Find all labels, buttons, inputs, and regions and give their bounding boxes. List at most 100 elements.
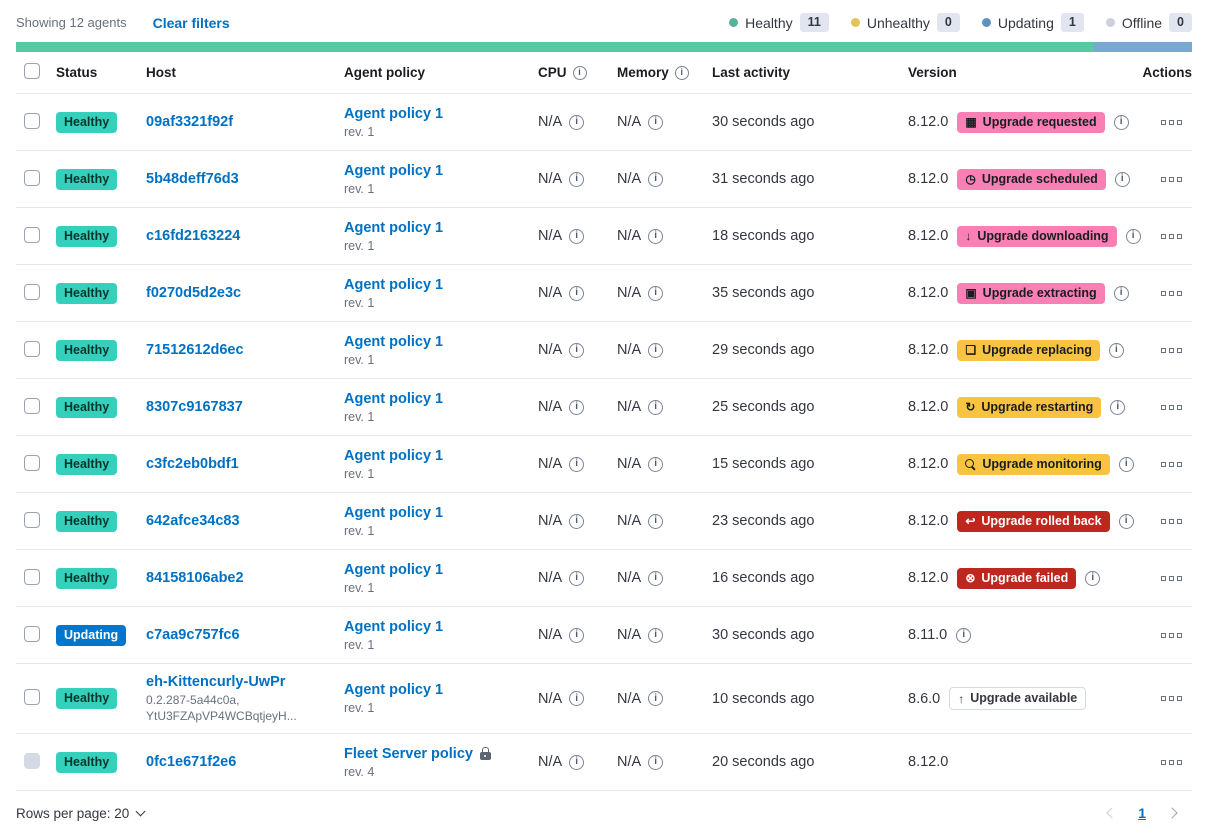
calendar-icon: ▦ xyxy=(965,115,977,129)
host-link[interactable]: 09af3321f92f xyxy=(146,113,234,130)
agent-policy-link[interactable]: Agent policy 1 xyxy=(344,162,444,179)
page-number-1[interactable]: 1 xyxy=(1138,805,1146,822)
upgrade-info-icon[interactable]: i xyxy=(1108,342,1124,358)
clear-filters-link[interactable]: Clear filters xyxy=(152,14,230,31)
status-badge: Updating xyxy=(56,624,127,646)
memory-info-icon[interactable]: i xyxy=(648,171,664,187)
select-all-checkbox[interactable] xyxy=(24,63,40,79)
actions-menu-button[interactable] xyxy=(1157,756,1186,769)
cpu-info-icon[interactable]: i xyxy=(569,114,585,130)
memory-info-icon[interactable]: i xyxy=(648,399,664,415)
cpu-info-icon[interactable]: i xyxy=(569,513,585,529)
host-link[interactable]: 5b48deff76d3 xyxy=(146,170,239,187)
agent-policy-link[interactable]: Agent policy 1 xyxy=(344,105,444,122)
actions-menu-button[interactable] xyxy=(1157,230,1186,243)
rows-per-page-select[interactable]: Rows per page: 20 xyxy=(16,806,146,821)
actions-menu-button[interactable] xyxy=(1157,173,1186,186)
row-checkbox[interactable] xyxy=(24,226,40,243)
host-link[interactable]: 8307c9167837 xyxy=(146,398,243,415)
actions-menu-button[interactable] xyxy=(1157,572,1186,585)
cpu-info-icon[interactable]: i xyxy=(569,570,585,586)
upgrade-info-icon[interactable]: i xyxy=(1110,399,1126,415)
actions-menu-button[interactable] xyxy=(1157,515,1186,528)
agent-policy-link[interactable]: Agent policy 1 xyxy=(344,390,444,407)
row-checkbox[interactable] xyxy=(24,689,40,706)
memory-info-icon[interactable]: i xyxy=(648,570,664,586)
agent-policy-link[interactable]: Fleet Server policy xyxy=(344,745,473,762)
agent-version: 8.12.0 xyxy=(908,171,949,187)
previous-page-button[interactable] xyxy=(1106,807,1118,819)
actions-menu-button[interactable] xyxy=(1157,116,1186,129)
memory-info-icon[interactable]: i xyxy=(648,342,664,358)
host-link[interactable]: 84158106abe2 xyxy=(146,569,244,586)
agent-policy-link[interactable]: Agent policy 1 xyxy=(344,504,444,521)
memory-info-icon[interactable]: i xyxy=(648,456,664,472)
host-link[interactable]: 642afce34c83 xyxy=(146,512,240,529)
upgrade-info-icon[interactable]: i xyxy=(1114,171,1130,187)
row-checkbox[interactable] xyxy=(24,112,40,129)
cpu-info-icon[interactable]: i xyxy=(569,228,585,244)
upgrade-info-icon[interactable]: i xyxy=(1085,570,1101,586)
upgrade-info-icon[interactable]: i xyxy=(1125,228,1141,244)
column-header-host: Host xyxy=(146,65,176,80)
host-link[interactable]: c7aa9c757fc6 xyxy=(146,626,240,643)
memory-info-icon[interactable]: i xyxy=(648,691,664,707)
agent-policy-link[interactable]: Agent policy 1 xyxy=(344,682,444,699)
memory-info-icon[interactable]: i xyxy=(648,754,664,770)
actions-menu-button[interactable] xyxy=(1157,401,1186,414)
cpu-info-icon[interactable]: i xyxy=(569,399,585,415)
agent-policy-link[interactable]: Agent policy 1 xyxy=(344,447,444,464)
host-link[interactable]: 0fc1e671f2e6 xyxy=(146,754,237,771)
memory-info-icon[interactable]: i xyxy=(648,228,664,244)
row-checkbox[interactable] xyxy=(24,397,40,414)
last-activity: 25 seconds ago xyxy=(712,399,815,415)
host-link[interactable]: 71512612d6ec xyxy=(146,341,244,358)
cpu-info-icon[interactable]: i xyxy=(569,456,585,472)
cpu-info-icon[interactable]: i xyxy=(569,754,585,770)
policy-revision: rev. 1 xyxy=(344,580,375,595)
row-checkbox[interactable] xyxy=(24,625,40,642)
actions-menu-button[interactable] xyxy=(1157,287,1186,300)
row-checkbox[interactable] xyxy=(24,340,40,357)
host-link[interactable]: c3fc2eb0bdf1 xyxy=(146,455,239,472)
host-subtext: 0.2.287-5a44c0a, YtU3FZApVP4WCBqtjeyH... xyxy=(146,693,297,723)
row-checkbox[interactable] xyxy=(24,454,40,471)
row-checkbox[interactable] xyxy=(24,169,40,186)
upgrade-info-icon[interactable]: i xyxy=(1118,456,1134,472)
cpu-info-icon[interactable]: i xyxy=(569,171,585,187)
actions-menu-button[interactable] xyxy=(1157,458,1186,471)
host-link[interactable]: c16fd2163224 xyxy=(146,227,241,244)
memory-info-icon[interactable]: i xyxy=(648,285,664,301)
cpu-info-icon[interactable]: i xyxy=(569,691,585,707)
upgrade-info-icon[interactable]: i xyxy=(956,627,972,643)
row-checkbox[interactable] xyxy=(24,568,40,585)
memory-info-icon[interactable]: i xyxy=(648,627,664,643)
legend-count-badge: 1 xyxy=(1060,13,1084,32)
agent-policy-link[interactable]: Agent policy 1 xyxy=(344,276,444,293)
actions-menu-button[interactable] xyxy=(1157,692,1186,705)
agent-policy-link[interactable]: Agent policy 1 xyxy=(344,333,444,350)
upgrade-info-icon[interactable]: i xyxy=(1118,513,1134,529)
actions-menu-button[interactable] xyxy=(1157,629,1186,642)
upgrade-info-icon[interactable]: i xyxy=(1113,114,1129,130)
agent-policy-link[interactable]: Agent policy 1 xyxy=(344,618,444,635)
cpu-header-info-icon[interactable]: i xyxy=(572,65,587,80)
host-link[interactable]: eh-Kittencurly-UwPr xyxy=(146,674,286,690)
actions-menu-button[interactable] xyxy=(1157,344,1186,357)
next-page-button[interactable] xyxy=(1166,807,1178,819)
upgrade-info-icon[interactable]: i xyxy=(1113,285,1129,301)
row-checkbox[interactable] xyxy=(24,511,40,528)
agent-policy-link[interactable]: Agent policy 1 xyxy=(344,561,444,578)
agent-policy-link[interactable]: Agent policy 1 xyxy=(344,219,444,236)
upgrade-badge-label: Upgrade monitoring xyxy=(982,456,1102,471)
host-link[interactable]: f0270d5d2e3c xyxy=(146,284,242,301)
memory-info-icon[interactable]: i xyxy=(648,513,664,529)
row-checkbox[interactable] xyxy=(24,283,40,300)
unhealthy-dot-icon xyxy=(850,18,860,27)
cpu-info-icon[interactable]: i xyxy=(569,285,585,301)
memory-header-info-icon[interactable]: i xyxy=(674,65,689,80)
cpu-info-icon[interactable]: i xyxy=(569,627,585,643)
column-header-last-activity: Last activity xyxy=(712,65,791,80)
cpu-info-icon[interactable]: i xyxy=(569,342,585,358)
memory-info-icon[interactable]: i xyxy=(648,114,664,130)
